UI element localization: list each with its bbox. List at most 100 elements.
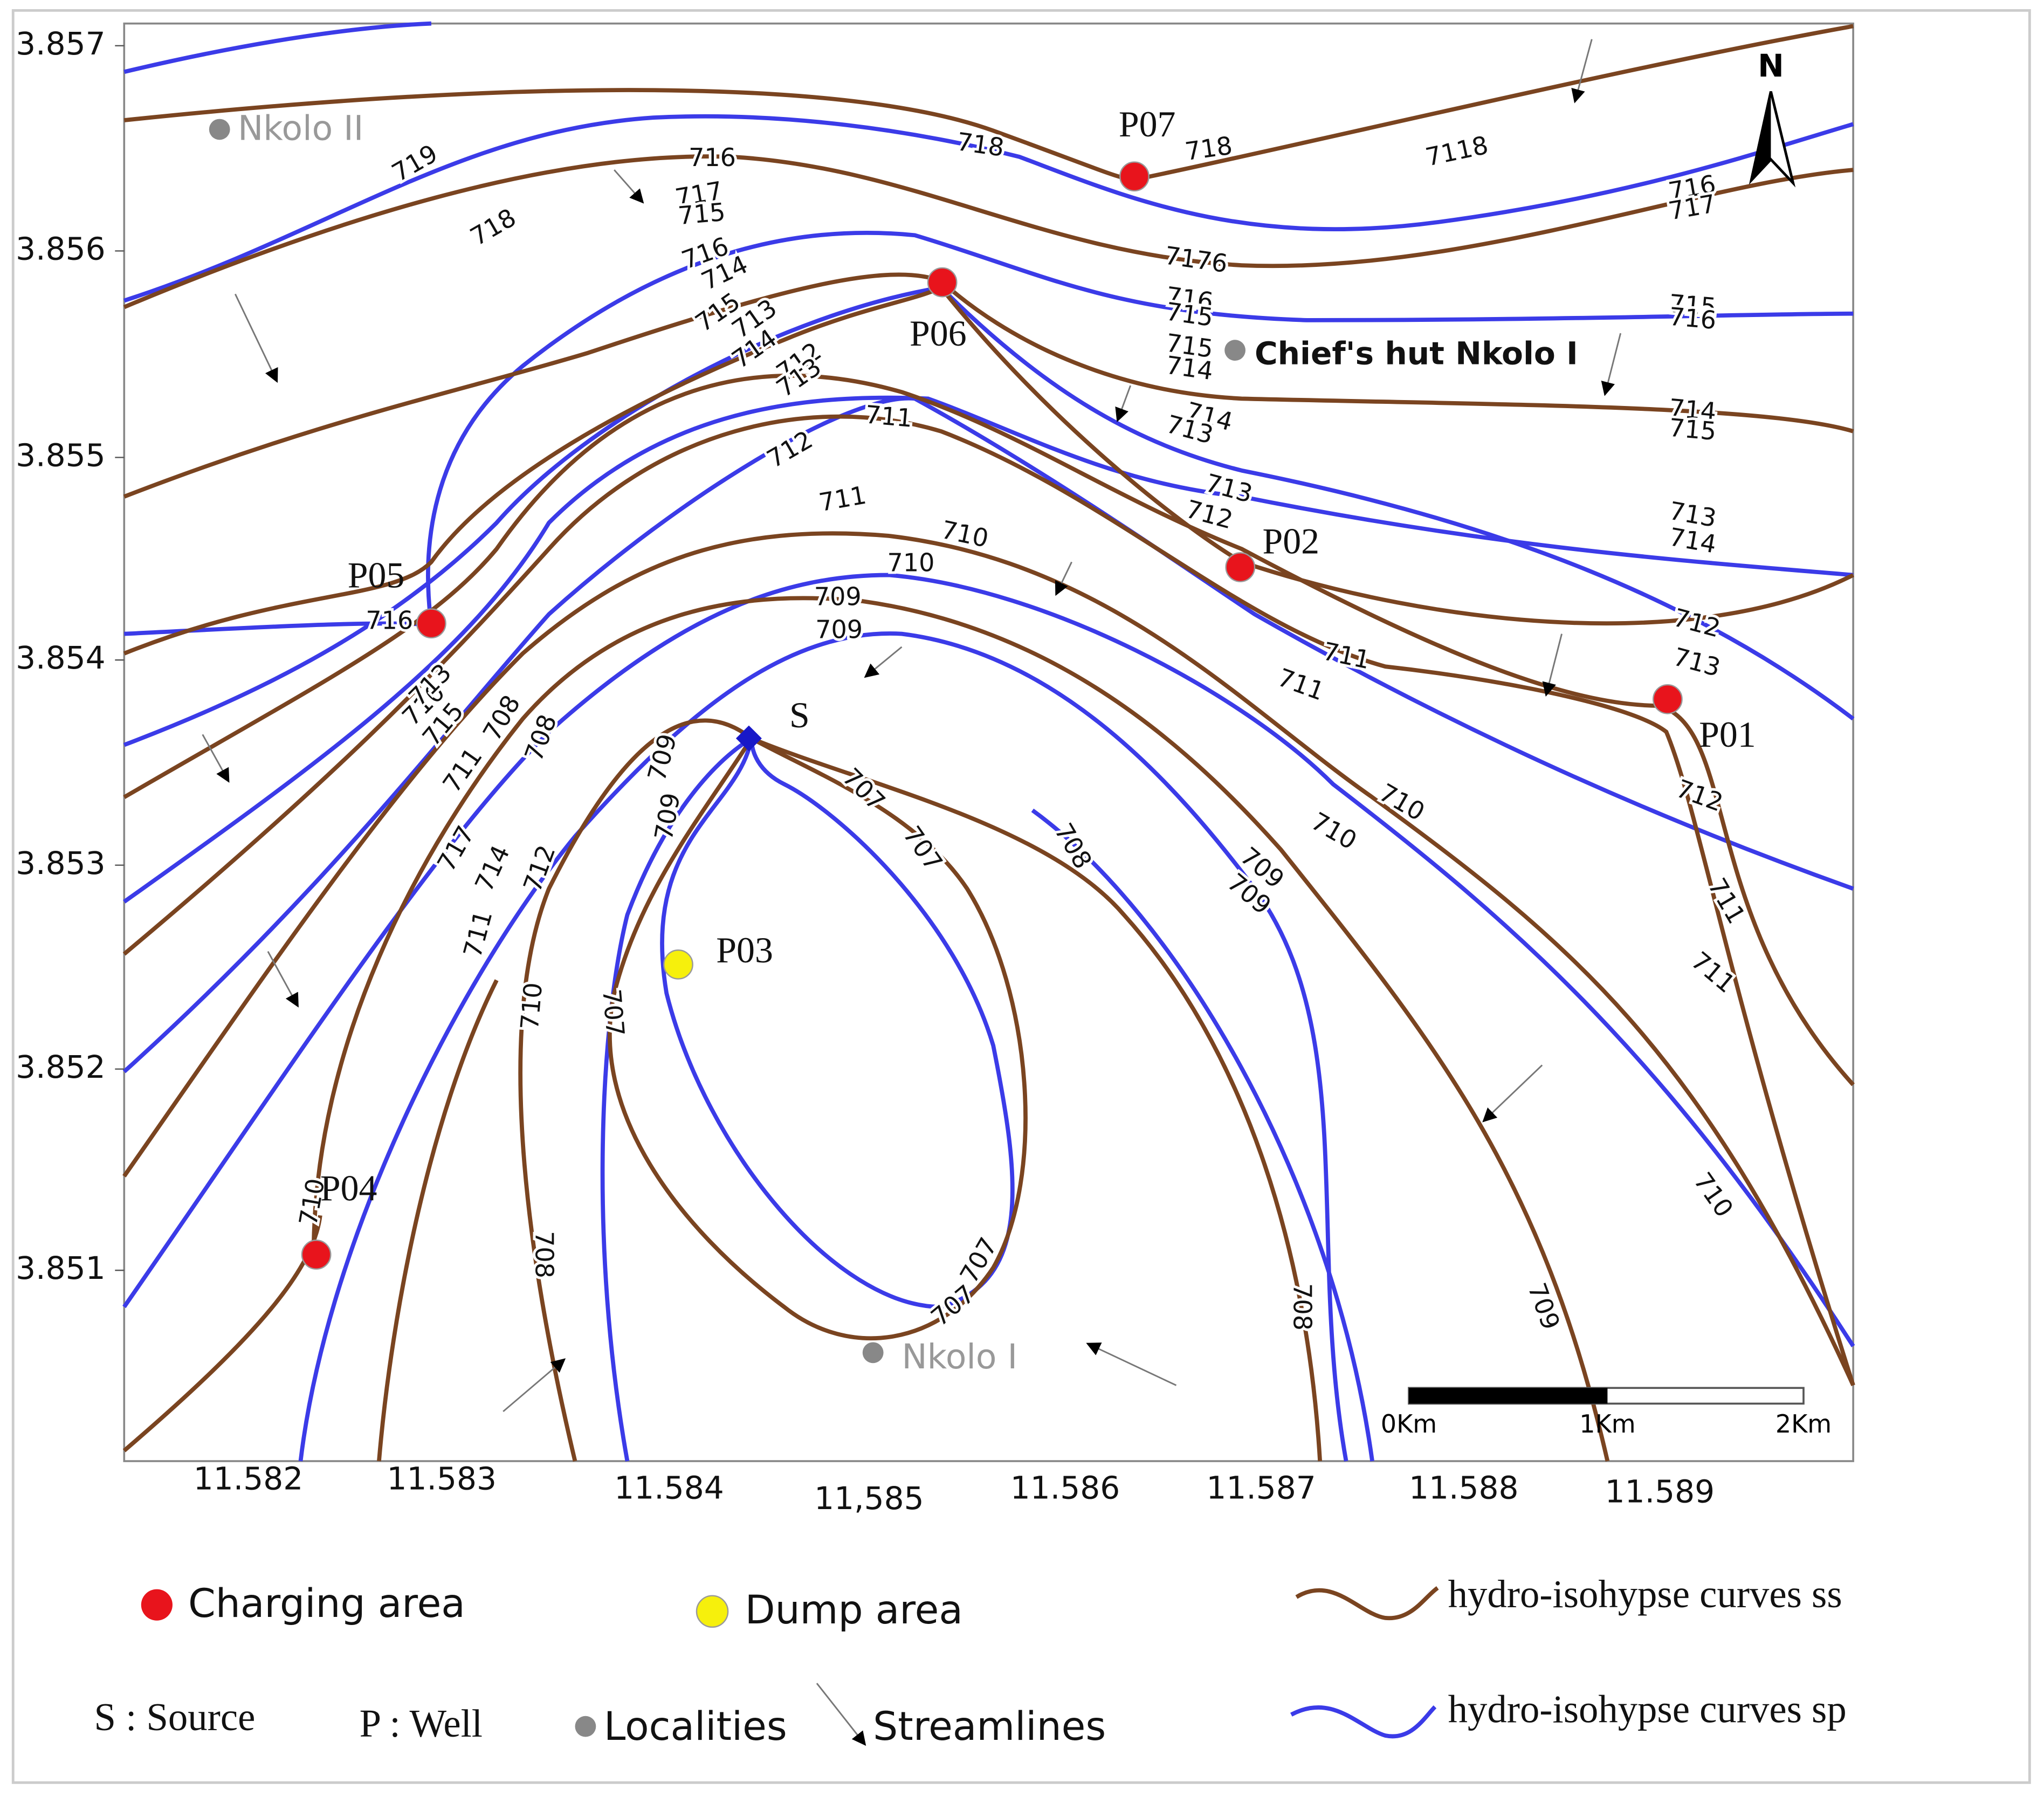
x-axis-label: 11.588	[1409, 1469, 1518, 1506]
isohypse-ss	[608, 736, 1028, 1341]
isohypse-ss	[123, 374, 1855, 1086]
y-axis-label: 3.854	[16, 639, 105, 676]
contour-label: 715	[1668, 413, 1717, 446]
legend-sp-line	[1290, 1705, 1437, 1739]
well-label: P02	[1262, 521, 1319, 561]
isohypse-sp	[600, 736, 753, 1462]
isohypse-ss	[122, 531, 1855, 1387]
y-axis-label: 3.852	[16, 1049, 105, 1085]
legend-charging-dot	[141, 1589, 173, 1621]
isohypse-ss	[123, 24, 1854, 182]
streamline	[1571, 39, 1593, 104]
streamline	[202, 734, 230, 783]
isohypse-ss	[122, 1215, 322, 1452]
locality-dot	[862, 1342, 884, 1364]
well	[927, 267, 958, 298]
contour-label: 710	[515, 981, 548, 1031]
well	[416, 608, 446, 639]
contour-label: 714	[1668, 393, 1717, 426]
contour-label: 715	[1164, 297, 1215, 332]
streamline	[1482, 1064, 1543, 1123]
streamline	[1086, 1342, 1177, 1386]
y-axis-label: 3.856	[16, 231, 105, 267]
well-label: P03	[716, 930, 773, 970]
legend-label: P : Well	[360, 1702, 483, 1745]
streamline	[503, 1358, 566, 1413]
legend-label: Charging area	[188, 1581, 465, 1627]
well-label: P07	[1119, 104, 1176, 144]
contour-label: 715	[1668, 288, 1717, 321]
y-axis-label: 3.851	[16, 1250, 105, 1286]
legend-locality-dot	[575, 1716, 596, 1737]
isohypse-sp	[298, 631, 1348, 1462]
streamline	[234, 293, 278, 383]
x-axis-label: 11.583	[387, 1461, 497, 1497]
x-axis-label: 11.587	[1206, 1469, 1316, 1506]
legend-label: Localities	[604, 1704, 787, 1750]
scale-label: 2Km	[1775, 1409, 1832, 1438]
isohypse-ss	[377, 979, 499, 1462]
contour-label: 718	[955, 127, 1006, 162]
contour-label: 715	[677, 197, 726, 230]
contour-label: 717	[1666, 189, 1718, 225]
x-axis-label: 11,585	[814, 1480, 924, 1517]
isohypse-sp	[123, 21, 432, 74]
locality-dot	[209, 119, 230, 140]
well	[1225, 552, 1256, 582]
locality-dot	[1224, 340, 1245, 361]
legend-label: S : Source	[94, 1695, 256, 1739]
x-axis-label: 11.589	[1605, 1474, 1715, 1510]
locality-label: Chief's hut Nkolo I	[1255, 335, 1578, 371]
source-label: S	[789, 695, 810, 735]
legend-ss-line	[1295, 1586, 1439, 1621]
isohypse-ss	[123, 285, 1854, 656]
isohypse-ss	[123, 154, 1854, 309]
contour-label: 708	[1288, 1283, 1317, 1331]
scale-bar-fill	[1408, 1388, 1608, 1404]
legend-label: hydro-isohypse curves sp	[1448, 1688, 1847, 1731]
streamline	[1115, 385, 1132, 422]
legend-label: hydro-isohypse curves ss	[1448, 1572, 1842, 1616]
well-label: P01	[1699, 714, 1756, 755]
scale-label: 1Km	[1579, 1409, 1635, 1438]
contour-label: 711	[864, 400, 913, 432]
well-label: P06	[910, 313, 967, 354]
x-axis-label: 11.586	[1010, 1469, 1120, 1506]
well	[1653, 684, 1683, 714]
legend-dump-dot	[696, 1595, 729, 1628]
streamline	[1055, 561, 1072, 596]
well	[663, 949, 693, 980]
streamline	[1601, 333, 1622, 396]
contour-label: 708	[529, 1231, 559, 1278]
isohypse-sp	[123, 114, 1854, 303]
legend-label: Streamlines	[873, 1704, 1106, 1750]
north-label: N	[1758, 47, 1784, 84]
isohypse-sp	[426, 231, 1854, 625]
scale-label: 0Km	[1381, 1409, 1437, 1438]
contour-label: 710	[887, 548, 935, 577]
streamline	[1542, 634, 1563, 697]
well	[301, 1240, 332, 1270]
legend-streamline	[816, 1683, 866, 1746]
isohypse-sp	[124, 621, 432, 636]
streamline	[267, 951, 299, 1008]
contour-label: 716	[1668, 302, 1717, 335]
contour-label: 709	[814, 582, 862, 611]
source-marker	[735, 725, 762, 752]
map-frame	[123, 22, 1854, 1462]
y-axis-label: 3.855	[16, 437, 105, 474]
locality-label: Nkolo I	[902, 1337, 1018, 1376]
isohypse-ss	[122, 414, 1855, 1386]
well-label: P04	[320, 1168, 377, 1208]
legend-label: Dump area	[745, 1588, 963, 1633]
x-axis-label: 11.584	[614, 1469, 724, 1506]
streamline	[864, 646, 903, 678]
contour-label: 716	[689, 143, 736, 172]
well	[1119, 161, 1150, 192]
contour-label: 716	[366, 605, 413, 635]
contour-label: 707	[597, 988, 630, 1037]
isohypse-ss	[311, 596, 1610, 1462]
isohypse-sp	[1031, 808, 1374, 1462]
